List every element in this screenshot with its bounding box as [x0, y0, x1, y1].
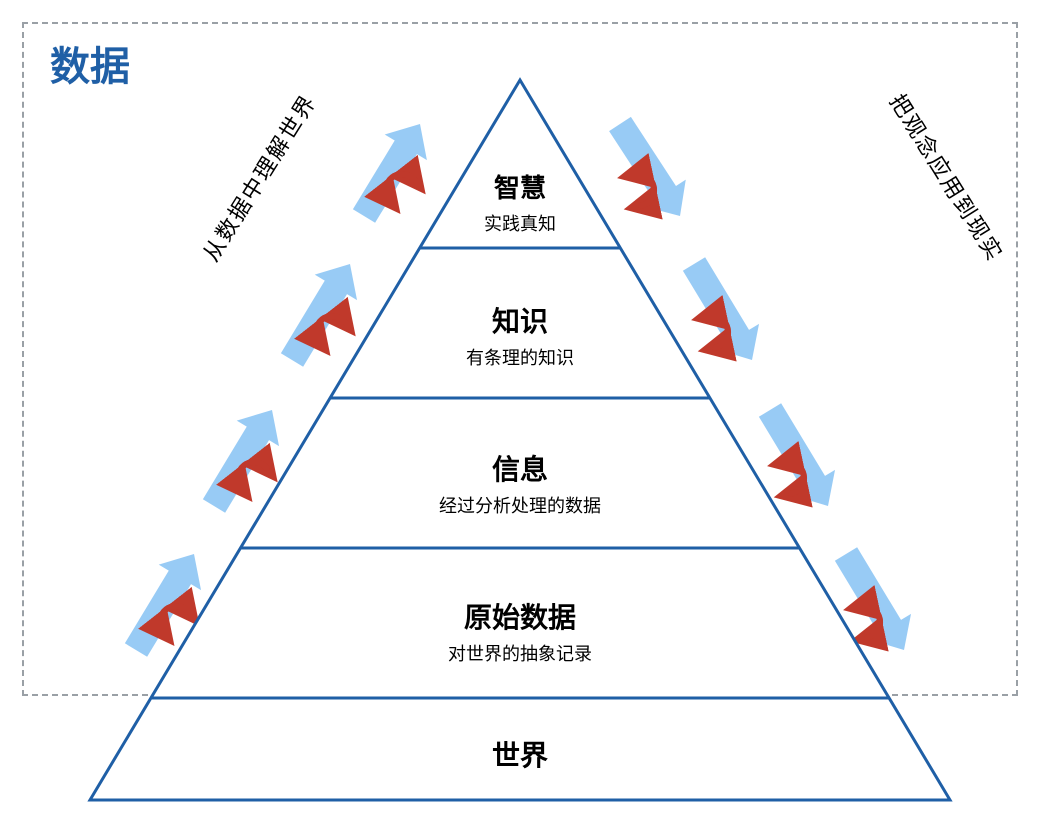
pyramid-svg	[0, 0, 1040, 838]
level-title-4: 世界	[492, 734, 548, 774]
level-subtitle-0: 实践真知	[484, 210, 556, 236]
level-subtitle-2: 经过分析处理的数据	[439, 492, 601, 518]
level-subtitle-1: 有条理的知识	[466, 344, 574, 370]
level-title-3: 原始数据	[464, 596, 576, 636]
level-title-2: 信息	[492, 448, 548, 488]
level-title-0: 智慧	[494, 168, 546, 205]
level-title-1: 知识	[492, 300, 548, 340]
level-subtitle-3: 对世界的抽象记录	[448, 640, 592, 666]
diagram-stage: 数据 智慧实践真知知识有条理的知识信息经过分析处理的数据原始数据对世界的抽象记录…	[0, 0, 1040, 838]
